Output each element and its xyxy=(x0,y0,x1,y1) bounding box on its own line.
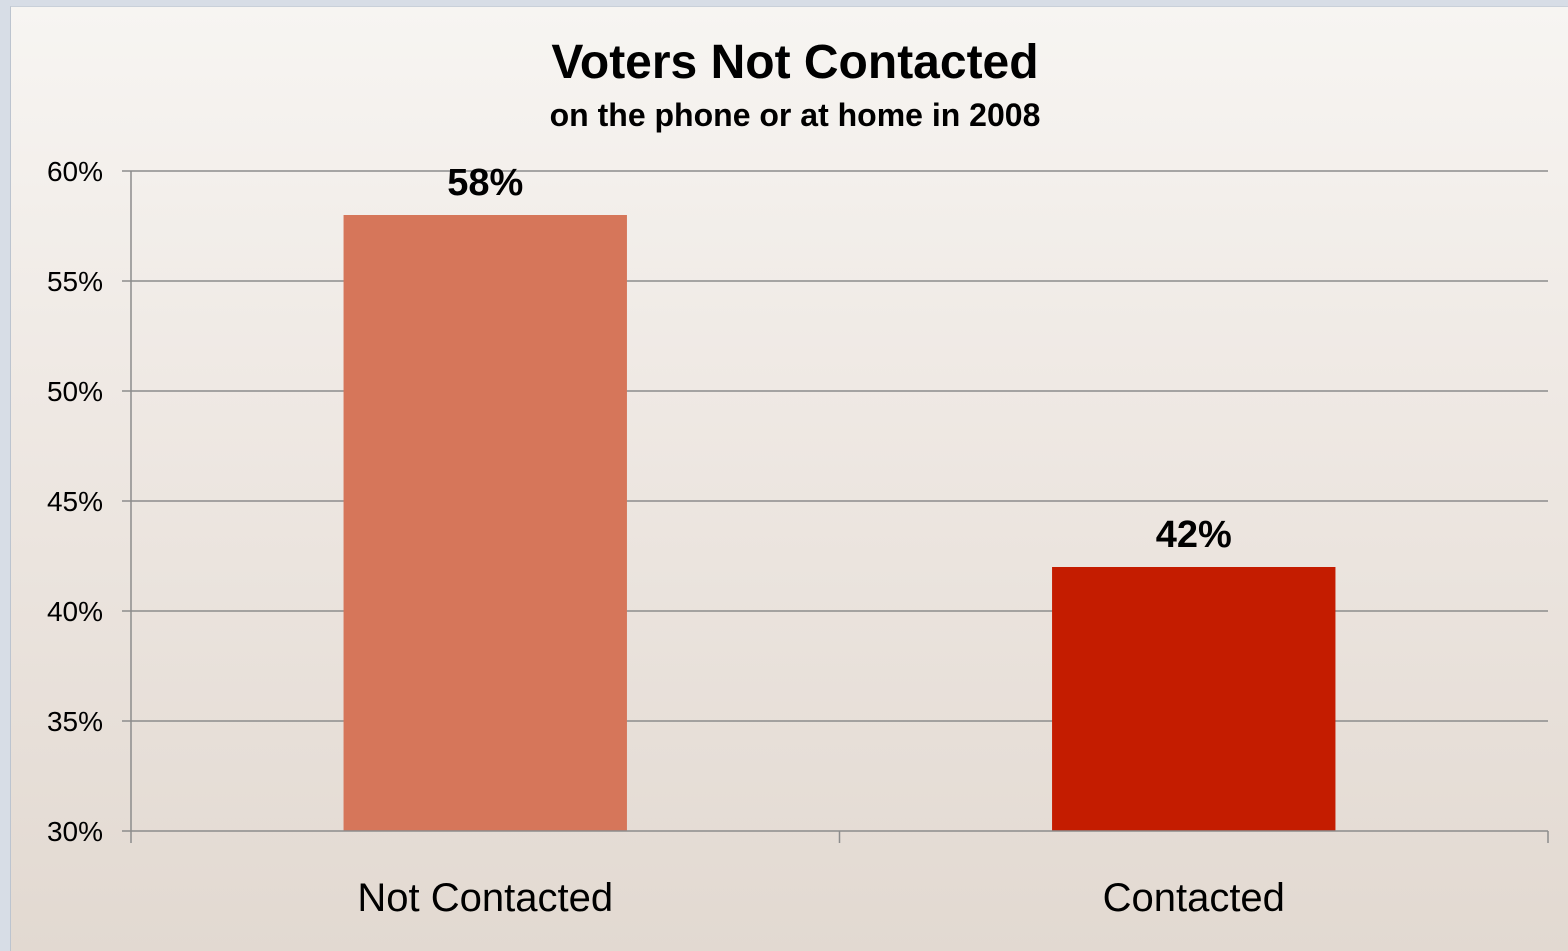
labels: 30% 35% 40% 45% 50% 55% 60% 58% Not Contacted 42%… xyxy=(47,156,1285,920)
y-tick-label: 45% xyxy=(47,486,103,517)
data-label: 42% xyxy=(1156,514,1232,556)
category-label: Contacted xyxy=(1103,876,1285,920)
bars xyxy=(343,215,1336,831)
data-label: 58% xyxy=(447,162,523,204)
y-tick-label: 60% xyxy=(47,156,103,187)
axes xyxy=(122,170,1549,843)
y-tick-label: 35% xyxy=(47,706,103,737)
chart-title: Voters Not Contacted xyxy=(551,36,1038,89)
y-tick-label: 40% xyxy=(47,596,103,627)
bar-not-contacted xyxy=(343,215,627,831)
category-label: Not Contacted xyxy=(357,876,613,920)
y-tick-label: 55% xyxy=(47,266,103,297)
chart-subtitle: on the phone or at home in 2008 xyxy=(550,97,1041,133)
y-tick-label: 30% xyxy=(47,816,103,847)
bar-contacted xyxy=(1052,567,1336,831)
y-tick-label: 50% xyxy=(47,376,103,407)
